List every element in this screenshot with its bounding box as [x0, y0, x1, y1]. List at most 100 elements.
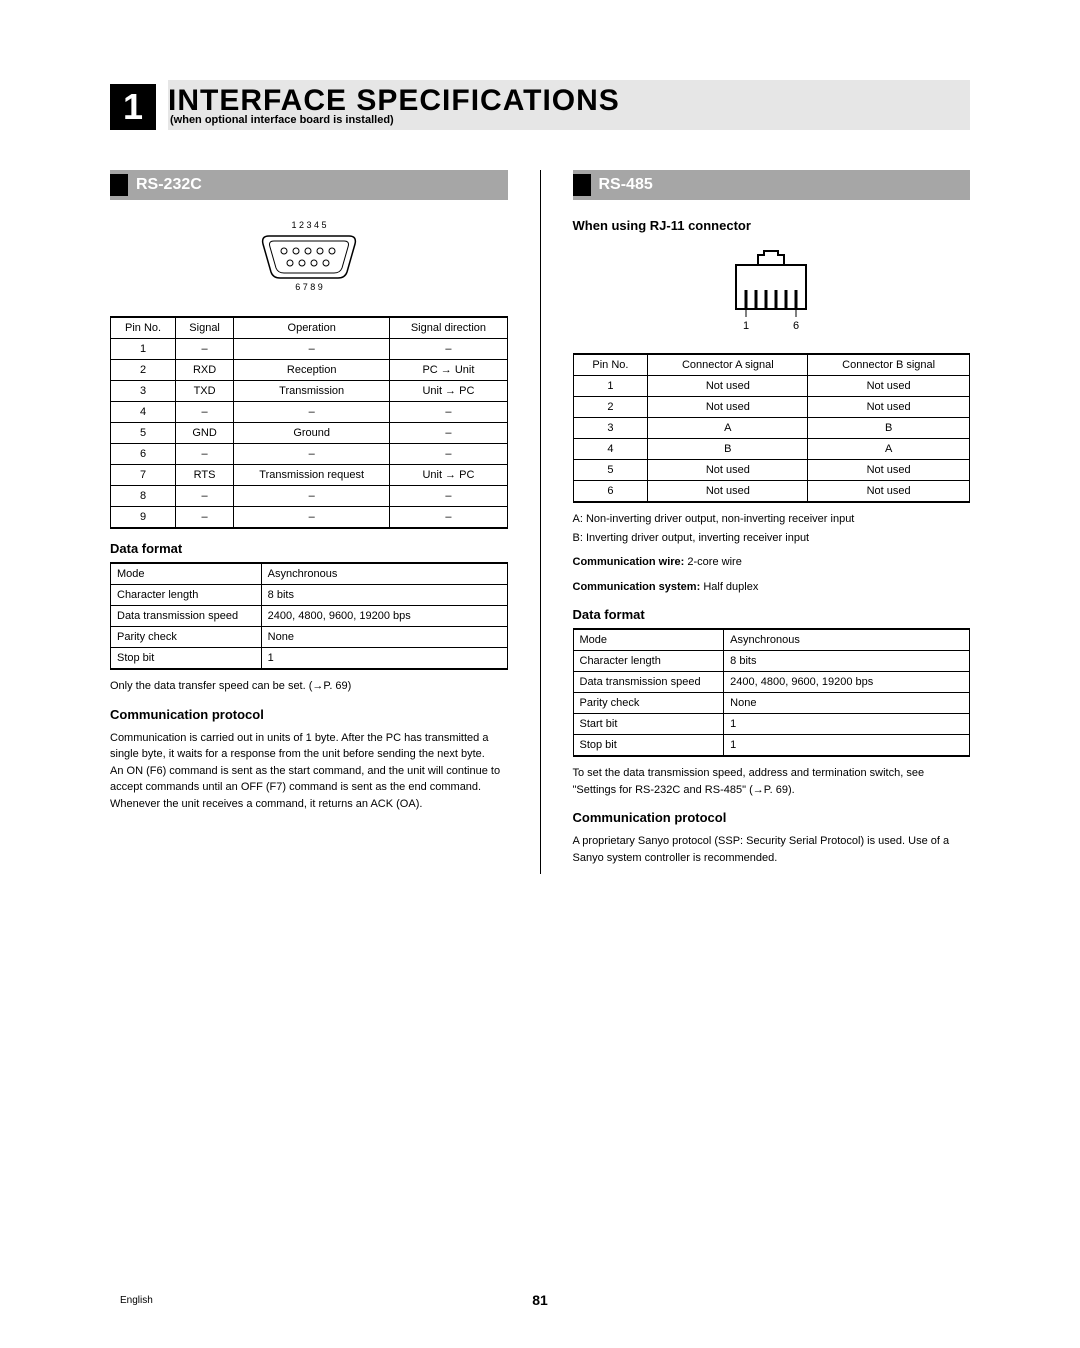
- table-cell: None: [261, 627, 507, 648]
- rs232c-comm-heading: Communication protocol: [110, 707, 508, 722]
- chapter-header: 1 INTERFACE SPECIFICATIONS (when optiona…: [110, 80, 970, 130]
- table-cell: –: [390, 339, 507, 360]
- rs232c-data-format-table: ModeAsynchronousCharacter length8 bitsDa…: [110, 562, 508, 670]
- table-cell: A: [648, 418, 808, 439]
- columns: RS-232C 1 2 3 4 5 6 7 8 9 Pin No. Signal…: [110, 170, 970, 874]
- table-cell: Ground: [234, 423, 390, 444]
- table-cell: 1: [261, 648, 507, 670]
- table-header-row: Pin No. Connector A signal Connector B s…: [573, 354, 970, 376]
- rs485-settings-note: To set the data transmission speed, addr…: [573, 765, 971, 798]
- th: Signal direction: [390, 317, 507, 339]
- table-row: ModeAsynchronous: [573, 629, 970, 651]
- table-cell: 4: [573, 439, 648, 460]
- table-cell: –: [390, 507, 507, 529]
- rj11-heading: When using RJ-11 connector: [573, 218, 971, 233]
- table-cell: –: [176, 444, 234, 465]
- table-row: 5Not usedNot used: [573, 460, 970, 481]
- rs232c-note: Only the data transfer speed can be set.…: [110, 678, 508, 695]
- table-cell: 1: [724, 735, 970, 757]
- comm-sys: Communication system: Half duplex: [573, 579, 971, 596]
- rs485-b-note: B: Inverting driver output, inverting re…: [573, 530, 971, 547]
- table-row: Character length8 bits: [111, 585, 508, 606]
- chapter-subtitle: (when optional interface board is instal…: [170, 114, 962, 126]
- table-row: 2RXDReceptionPC → Unit: [111, 360, 508, 381]
- table-cell: Asynchronous: [724, 629, 970, 651]
- table-row: 2Not usedNot used: [573, 397, 970, 418]
- rs485-comm-text: A proprietary Sanyo protocol (SSP: Secur…: [573, 833, 971, 866]
- table-cell: 6: [111, 444, 176, 465]
- rs232c-data-format-heading: Data format: [110, 541, 508, 556]
- table-cell: –: [176, 339, 234, 360]
- rj11-label-6: 6: [793, 320, 799, 332]
- table-row: Stop bit1: [111, 648, 508, 670]
- table-cell: TXD: [176, 381, 234, 402]
- table-cell: 1: [573, 376, 648, 397]
- table-row: 1Not usedNot used: [573, 376, 970, 397]
- rs485-a-note: A: Non-inverting driver output, non-inve…: [573, 511, 971, 528]
- table-row: ModeAsynchronous: [111, 563, 508, 585]
- table-cell: 9: [111, 507, 176, 529]
- table-row: 5GNDGround–: [111, 423, 508, 444]
- table-cell: RXD: [176, 360, 234, 381]
- table-cell: Not used: [808, 376, 970, 397]
- th: Signal: [176, 317, 234, 339]
- page-number: 81: [0, 1292, 1080, 1308]
- table-cell: Not used: [648, 397, 808, 418]
- table-row: 7RTSTransmission requestUnit → PC: [111, 465, 508, 486]
- table-cell: Character length: [111, 585, 262, 606]
- table-cell: –: [390, 423, 507, 444]
- table-cell: Transmission: [234, 381, 390, 402]
- chapter-number: 1: [110, 84, 156, 130]
- table-cell: Not used: [808, 460, 970, 481]
- table-cell: 4: [111, 402, 176, 423]
- rs232c-heading: RS-232C: [110, 170, 508, 200]
- table-row: 4BA: [573, 439, 970, 460]
- table-cell: –: [234, 339, 390, 360]
- table-row: Stop bit1: [573, 735, 970, 757]
- table-cell: –: [390, 444, 507, 465]
- table-cell: 1: [111, 339, 176, 360]
- rj11-label-1: 1: [743, 320, 749, 332]
- table-cell: 3: [111, 381, 176, 402]
- comm-sys-label: Communication system:: [573, 581, 704, 593]
- rs485-heading: RS-485: [573, 170, 971, 200]
- table-cell: A: [808, 439, 970, 460]
- table-row: Start bit1: [573, 714, 970, 735]
- table-header-row: Pin No. Signal Operation Signal directio…: [111, 317, 508, 339]
- table-cell: Not used: [648, 376, 808, 397]
- table-cell: 8: [111, 486, 176, 507]
- table-cell: Data transmission speed: [573, 672, 724, 693]
- column-divider: [540, 170, 541, 874]
- table-cell: None: [724, 693, 970, 714]
- table-cell: Parity check: [573, 693, 724, 714]
- table-cell: Character length: [573, 651, 724, 672]
- table-cell: Not used: [808, 397, 970, 418]
- table-cell: Reception: [234, 360, 390, 381]
- rs232c-pin-table: Pin No. Signal Operation Signal directio…: [110, 316, 508, 529]
- table-row: 8–––: [111, 486, 508, 507]
- table-cell: Stop bit: [111, 648, 262, 670]
- table-cell: B: [648, 439, 808, 460]
- rs485-pin-table: Pin No. Connector A signal Connector B s…: [573, 353, 971, 503]
- table-cell: 8 bits: [724, 651, 970, 672]
- table-cell: 7: [111, 465, 176, 486]
- th: Pin No.: [573, 354, 648, 376]
- table-cell: Unit → PC: [390, 465, 507, 486]
- table-row: Parity checkNone: [573, 693, 970, 714]
- table-cell: 2: [111, 360, 176, 381]
- comm-sys-val: Half duplex: [703, 581, 758, 593]
- table-row: Character length8 bits: [573, 651, 970, 672]
- th: Connector B signal: [808, 354, 970, 376]
- table-row: 3TXDTransmissionUnit → PC: [111, 381, 508, 402]
- table-cell: Not used: [648, 481, 808, 503]
- table-cell: Mode: [573, 629, 724, 651]
- table-cell: 2400, 4800, 9600, 19200 bps: [724, 672, 970, 693]
- th: Operation: [234, 317, 390, 339]
- table-cell: Not used: [648, 460, 808, 481]
- table-cell: 2400, 4800, 9600, 19200 bps: [261, 606, 507, 627]
- table-cell: 5: [573, 460, 648, 481]
- table-cell: Stop bit: [573, 735, 724, 757]
- table-row: 6–––: [111, 444, 508, 465]
- table-cell: 6: [573, 481, 648, 503]
- rs485-column: RS-485 When using RJ-11 connector 1 6 Pi…: [573, 170, 971, 874]
